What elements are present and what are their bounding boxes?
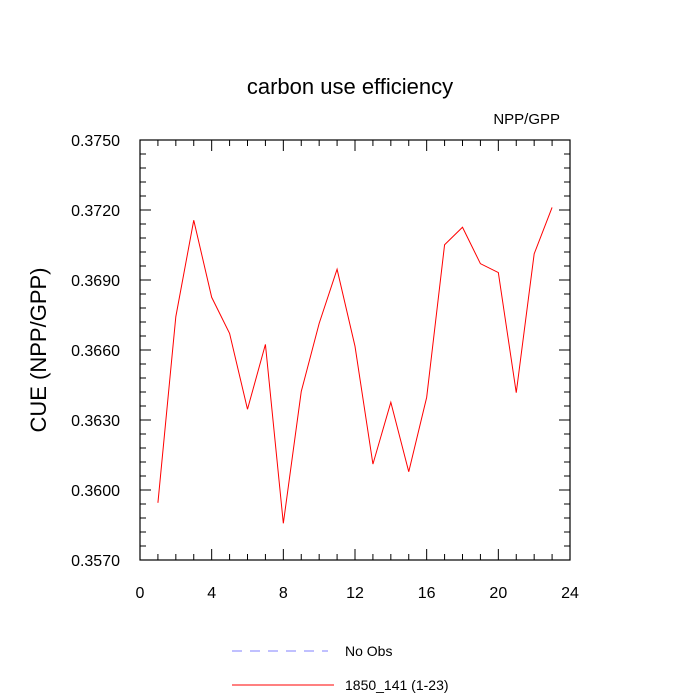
y-axis-label: CUE (NPP/GPP) (26, 267, 51, 432)
x-tick-label: 20 (489, 585, 507, 602)
x-tick-label: 12 (346, 585, 364, 602)
y-tick-label: 0.3720 (71, 203, 120, 220)
x-tick-label: 0 (136, 585, 145, 602)
y-tick-label: 0.3660 (71, 343, 120, 360)
plot-frame (139, 139, 571, 561)
x-tick-label: 16 (418, 585, 436, 602)
x-tick-label: 8 (279, 585, 288, 602)
y-tick-label: 0.3630 (71, 413, 120, 430)
x-tick-label: 24 (561, 585, 579, 602)
y-tick-label: 0.3570 (71, 553, 120, 570)
legend-label-no-obs: No Obs (345, 643, 392, 659)
axis-ticks (139, 139, 571, 561)
y-tick-label: 0.3600 (71, 483, 120, 500)
y-tick-label: 0.3750 (71, 133, 120, 150)
chart-title: carbon use efficiency (247, 74, 453, 99)
tick-labels: 0 4 8 12 16 20 24 0.3570 0.3600 0.3630 0.3660 0.369… (71, 133, 579, 602)
y-tick-label: 0.3690 (71, 273, 120, 290)
legend: No Obs 1850_141 (1-23) (232, 643, 449, 693)
series-line-1 (157, 207, 553, 524)
chart-subtitle: NPP/GPP (493, 111, 560, 128)
series-layer (157, 207, 553, 524)
x-tick-label: 4 (207, 585, 216, 602)
legend-label-1850-141: 1850_141 (1-23) (345, 677, 449, 693)
